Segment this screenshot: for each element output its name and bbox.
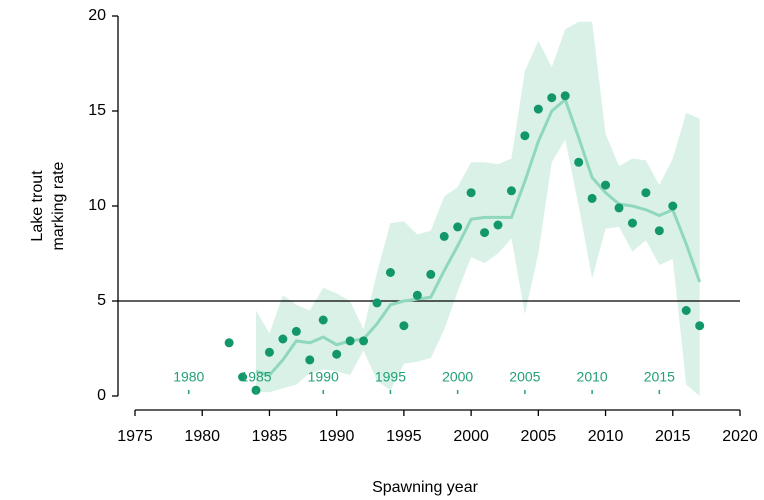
x-tick-label: 2020 [722, 428, 758, 445]
data-point [654, 226, 664, 236]
data-point [305, 355, 315, 365]
data-point [533, 104, 543, 114]
data-point [291, 326, 301, 336]
trend-line [255, 97, 702, 377]
x2-tick-label: 1995 [375, 369, 406, 385]
x2-tick-label: 2000 [442, 369, 473, 385]
x2-tick-label: 1985 [240, 369, 271, 385]
x2-tick-label: 2015 [644, 369, 675, 385]
data-point [695, 321, 705, 331]
y-tick-label: 0 [97, 387, 106, 404]
data-point [426, 269, 436, 279]
x-tick-label: 2005 [521, 428, 557, 445]
x-tick-label: 2010 [588, 428, 624, 445]
data-point [493, 220, 503, 230]
data-point [372, 298, 382, 308]
y-axis-label: Lake trout marking rate [29, 161, 67, 250]
data-point [224, 338, 234, 348]
x2-tick-label: 1990 [308, 369, 339, 385]
x-tick-label: 2015 [655, 428, 691, 445]
data-point [574, 157, 584, 167]
data-point [587, 193, 597, 203]
data-point [668, 201, 678, 211]
data-point [439, 231, 449, 241]
x-tick-label: 1975 [117, 428, 153, 445]
data-point [601, 180, 611, 190]
x-tick-label: 1990 [319, 428, 355, 445]
x-tick-label: 2000 [453, 428, 489, 445]
data-point [412, 290, 422, 300]
data-point [453, 222, 463, 232]
x-tick-label: 1985 [252, 428, 288, 445]
y-tick-label: 5 [97, 292, 106, 309]
data-point [627, 218, 637, 228]
data-point [614, 203, 624, 213]
data-point [345, 336, 355, 346]
confidence-band [256, 21, 700, 396]
y-axis-label-line: marking rate [50, 161, 67, 250]
data-point [480, 228, 490, 238]
x-tick-label: 1995 [386, 428, 422, 445]
x2-tick-label: 2010 [577, 369, 608, 385]
x-axis-label: Spawning year [372, 479, 479, 496]
x2-tick-label: 2005 [509, 369, 540, 385]
y-tick-label: 15 [88, 102, 106, 119]
data-point [560, 91, 570, 101]
data-point [385, 268, 395, 277]
data-point [332, 349, 342, 359]
data-point [547, 93, 557, 103]
data-point [681, 306, 691, 315]
y-axis-label-line: Lake trout [29, 170, 46, 242]
y-tick-label: 20 [88, 7, 106, 24]
data-point [399, 321, 409, 331]
y-tick-label: 10 [88, 197, 106, 214]
data-point [278, 334, 288, 344]
data-point [359, 336, 369, 346]
data-point [520, 131, 530, 141]
data-point [466, 188, 476, 198]
data-point [641, 188, 651, 198]
data-point [264, 347, 274, 357]
x2-tick-label: 1980 [173, 369, 204, 385]
data-point [506, 186, 516, 196]
data-point [238, 372, 248, 382]
x-tick-label: 1980 [184, 428, 220, 445]
data-point [318, 315, 328, 325]
